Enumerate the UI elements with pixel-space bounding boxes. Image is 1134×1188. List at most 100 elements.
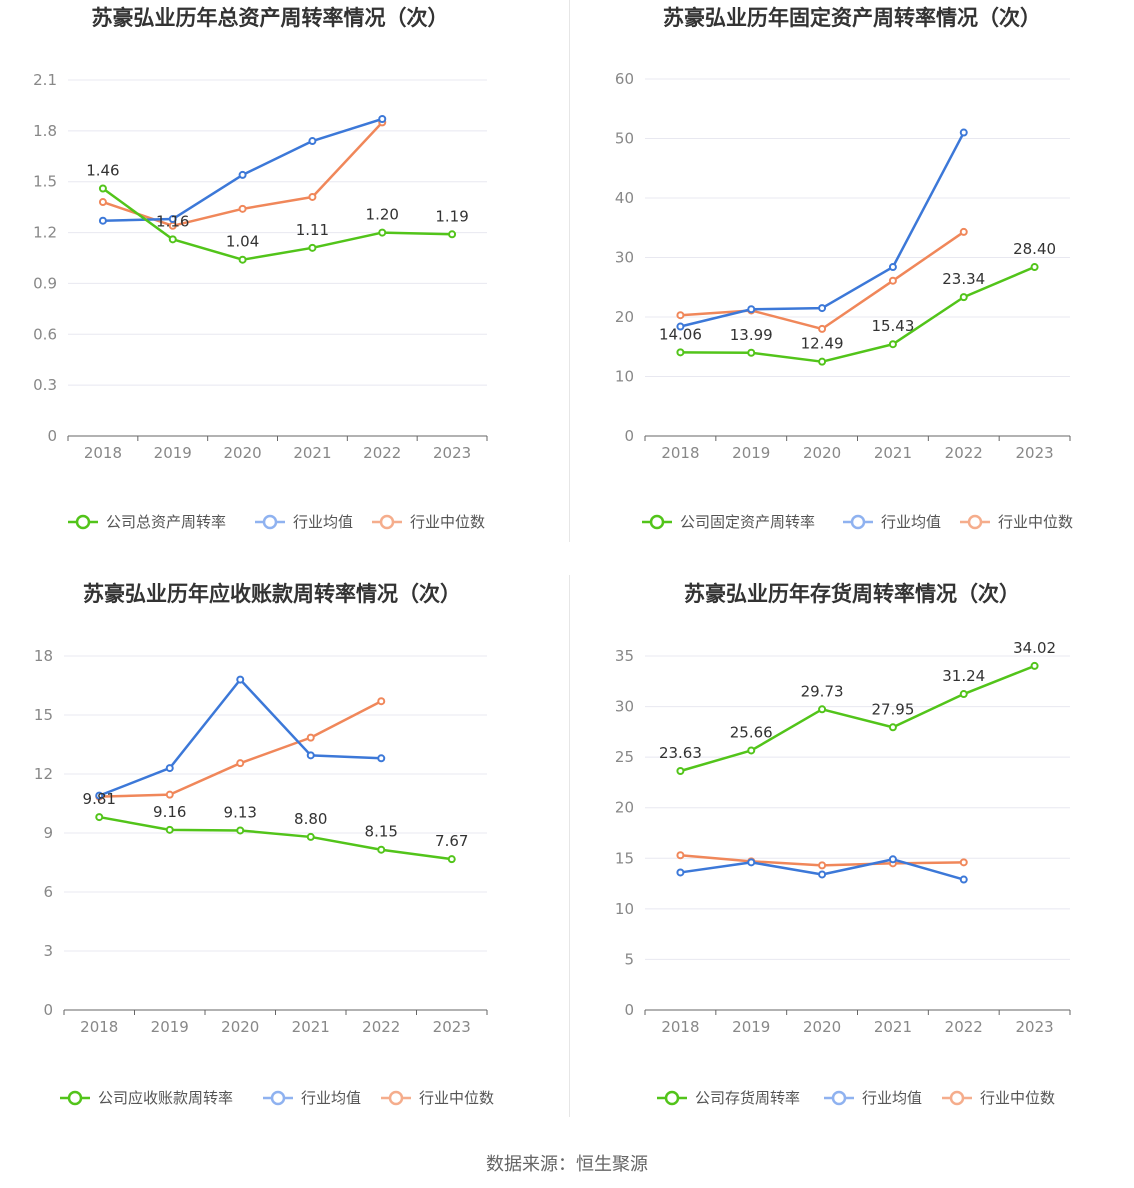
data-label: 1.20 — [366, 206, 399, 224]
chart-fixed-asset-turnover: 苏豪弘业历年固定资产周转率情况（次） 0 10 20 30 40 50 60 2018 2019 2… — [567, 0, 1134, 570]
data-label: 13.99 — [730, 326, 773, 344]
chart-receivables-turnover: 苏豪弘业历年应收账款周转率情况（次） 0 3 6 9 12 15 18 2018 2019 2020… — [0, 576, 567, 1146]
y-tick-label: 0.3 — [33, 376, 57, 394]
legend-item-label: 行业均值 — [301, 1089, 361, 1107]
x-tick-label: 2023 — [1015, 1018, 1053, 1036]
legend-item-label: 行业均值 — [881, 513, 941, 531]
legend-marker-icon — [664, 1090, 680, 1106]
series-point-0 — [676, 348, 685, 357]
series-point-0 — [676, 766, 685, 775]
series-point-0 — [236, 826, 245, 835]
legend-item-label: 公司存货周转率 — [695, 1089, 800, 1107]
data-label: 27.95 — [871, 700, 914, 718]
series-point-2 — [959, 858, 968, 867]
y-tick-label: 30 — [615, 698, 634, 716]
y-tick-label: 0 — [47, 427, 57, 445]
data-label: 28.40 — [1013, 240, 1056, 258]
x-tick-label: 2019 — [154, 444, 192, 462]
series-point-0 — [1030, 661, 1039, 670]
x-tick-label: 2021 — [874, 1018, 912, 1036]
series-point-1 — [95, 791, 104, 800]
series-point-1 — [308, 137, 317, 146]
x-tick-label: 2018 — [661, 1018, 699, 1036]
y-tick-label: 35 — [615, 647, 634, 665]
legend-marker-icon — [270, 1090, 286, 1106]
legend-marker-icon — [75, 514, 91, 530]
legend-marker-icon — [831, 1090, 847, 1106]
y-tick-label: 6 — [43, 883, 53, 901]
series-point-1 — [306, 751, 315, 760]
y-tick-label: 20 — [615, 308, 634, 326]
legend-item-label: 行业均值 — [293, 513, 353, 531]
y-tick-label: 60 — [615, 70, 634, 88]
series-point-1 — [377, 754, 386, 763]
chart-title: 苏豪弘业历年存货周转率情况（次） — [684, 582, 1020, 606]
data-label: 1.16 — [156, 212, 189, 230]
y-tick-label: 3 — [43, 942, 53, 960]
legend-item-label: 公司应收账款周转率 — [98, 1089, 233, 1107]
chart-svg: 苏豪弘业历年总资产周转率情况（次） 0 0.3 0.6 0.9 1.2 1.5 1.8 2.1 2… — [33, 6, 488, 531]
x-tick-label: 2021 — [293, 444, 331, 462]
data-label: 34.02 — [1013, 639, 1056, 657]
series-point-1 — [818, 304, 827, 313]
data-label: 9.81 — [83, 790, 116, 808]
series-point-1 — [168, 215, 177, 224]
series-point-2 — [676, 851, 685, 860]
x-tick-label: 2023 — [1015, 444, 1053, 462]
x-tick-label: 2023 — [433, 1018, 471, 1036]
legend-marker-icon — [67, 1090, 83, 1106]
series-line-0 — [680, 265, 1036, 363]
y-tick-label: 1.5 — [33, 173, 57, 191]
chart-inventory-turnover: 苏豪弘业历年存货周转率情况（次） 0 5 10 15 20 25 30 35 2018 2019 20… — [567, 576, 1134, 1146]
data-label: 8.80 — [294, 810, 327, 828]
data-label: 9.13 — [224, 803, 257, 821]
series-point-0 — [888, 340, 897, 349]
data-label: 8.15 — [365, 823, 398, 841]
x-tick-label: 2021 — [874, 444, 912, 462]
y-tick-label: 0.6 — [33, 325, 57, 343]
panel-divider-top — [569, 0, 570, 542]
x-tick-label: 2022 — [945, 444, 983, 462]
chart-svg: 苏豪弘业历年应收账款周转率情况（次） 0 3 6 9 12 15 18 2018 2019 2020… — [34, 582, 494, 1107]
y-tick-label: 5 — [624, 950, 634, 968]
data-label: 25.66 — [730, 723, 773, 741]
series-point-0 — [238, 255, 247, 264]
chart-svg: 苏豪弘业历年固定资产周转率情况（次） 0 10 20 30 40 50 60 2018 2019 2… — [615, 6, 1073, 531]
series-point-0 — [888, 723, 897, 732]
series-line-0 — [99, 815, 452, 861]
chart-title: 苏豪弘业历年应收账款周转率情况（次） — [83, 582, 461, 606]
chart-svg: 苏豪弘业历年存货周转率情况（次） 0 5 10 15 20 25 30 35 2018 2019 20… — [615, 582, 1071, 1107]
data-label: 1.11 — [296, 221, 329, 239]
series-point-0 — [308, 243, 317, 252]
data-label: 15.43 — [871, 317, 914, 335]
panel-divider-bottom — [569, 575, 570, 1117]
data-label: 9.16 — [153, 803, 186, 821]
y-tick-label: 25 — [615, 748, 634, 766]
series-point-2 — [818, 861, 827, 870]
legend-marker-icon — [649, 514, 665, 530]
y-tick-label: 1.2 — [33, 224, 57, 242]
series-point-0 — [98, 184, 107, 193]
data-source-note: 数据来源：恒生聚源 — [486, 1154, 648, 1175]
x-tick-label: 2018 — [80, 1018, 118, 1036]
chart-total-asset-turnover: 苏豪弘业历年总资产周转率情况（次） 0 0.3 0.6 0.9 1.2 1.5 1.8 2.1 2… — [0, 0, 567, 570]
series-point-0 — [959, 293, 968, 302]
y-tick-label: 15 — [34, 706, 53, 724]
legend-marker-icon — [379, 514, 395, 530]
x-tick-label: 2020 — [223, 444, 261, 462]
y-tick-label: 12 — [34, 765, 53, 783]
x-tick-label: 2022 — [363, 444, 401, 462]
series-point-0 — [377, 845, 386, 854]
series-point-1 — [818, 870, 827, 879]
x-tick-label: 2018 — [661, 444, 699, 462]
legend-marker-icon — [967, 514, 983, 530]
series-point-1 — [165, 764, 174, 773]
y-tick-label: 10 — [615, 900, 634, 918]
data-label: 7.67 — [435, 832, 468, 850]
x-tick-label: 2019 — [732, 1018, 770, 1036]
legend-item-label: 公司固定资产周转率 — [680, 513, 815, 531]
series-point-1 — [888, 855, 897, 864]
data-label: 12.49 — [801, 335, 844, 353]
data-label: 29.73 — [801, 682, 844, 700]
legend-item-label: 行业中位数 — [998, 513, 1073, 531]
